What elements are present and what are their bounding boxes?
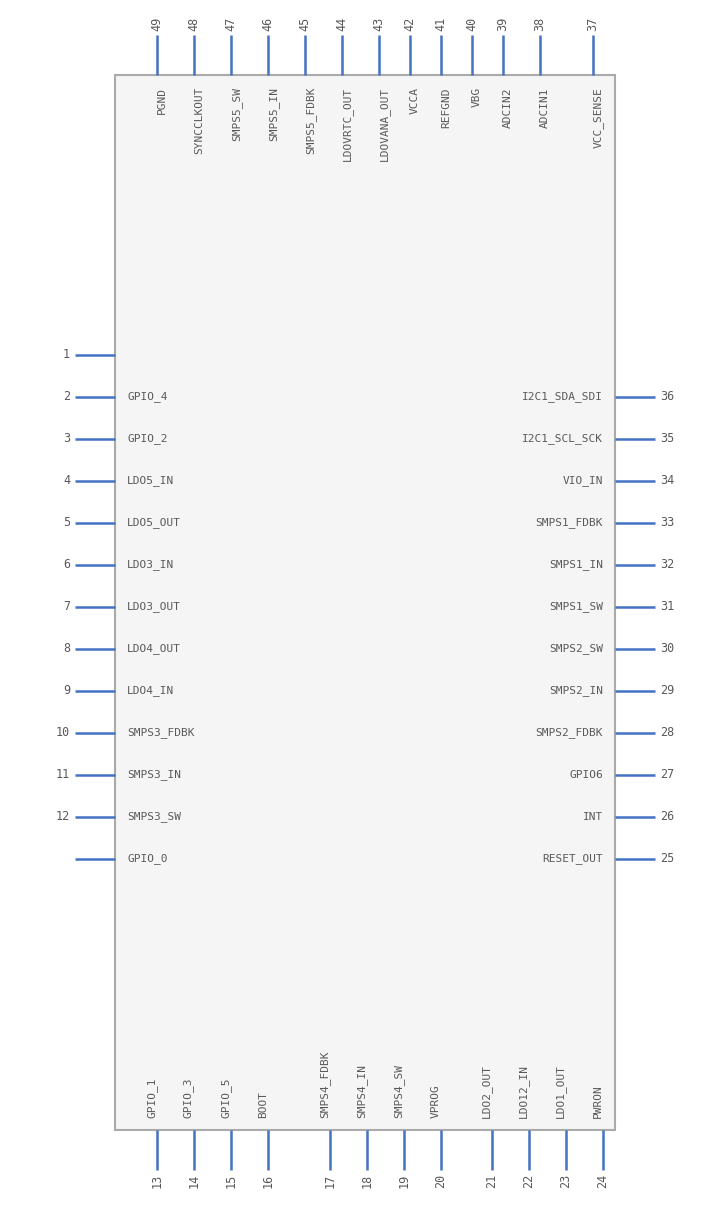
Text: 19: 19 [397, 1174, 411, 1189]
Text: I2C1_SDA_SDI: I2C1_SDA_SDI [522, 391, 603, 402]
Text: LDO4_IN: LDO4_IN [127, 686, 174, 697]
Text: SMPS1_FDBK: SMPS1_FDBK [536, 517, 603, 528]
Text: SMPS2_SW: SMPS2_SW [549, 644, 603, 655]
Text: ADCIN2: ADCIN2 [503, 87, 513, 128]
Text: 9: 9 [63, 685, 70, 697]
Text: 21: 21 [486, 1174, 499, 1189]
Text: SMPS4_SW: SMPS4_SW [393, 1064, 404, 1117]
Text: 32: 32 [660, 558, 674, 571]
Text: 40: 40 [465, 17, 478, 31]
Text: 35: 35 [660, 432, 674, 446]
Text: SMPS5_SW: SMPS5_SW [231, 87, 242, 141]
Text: SMPS5_FDBK: SMPS5_FDBK [305, 87, 316, 155]
Text: SMPS3_IN: SMPS3_IN [127, 769, 181, 780]
Text: 49: 49 [151, 17, 164, 31]
Text: LDOVANA_OUT: LDOVANA_OUT [379, 87, 390, 161]
Text: SMPS4_FDBK: SMPS4_FDBK [319, 1051, 330, 1117]
Text: 48: 48 [188, 17, 200, 31]
Text: 34: 34 [660, 475, 674, 488]
Text: LDOVRTC_OUT: LDOVRTC_OUT [342, 87, 353, 161]
Text: 25: 25 [660, 853, 674, 865]
Text: 8: 8 [63, 643, 70, 656]
Text: GPIO6: GPIO6 [569, 769, 603, 780]
Text: 29: 29 [660, 685, 674, 697]
Text: 27: 27 [660, 768, 674, 782]
Text: 15: 15 [224, 1174, 237, 1189]
Text: LDO3_OUT: LDO3_OUT [127, 602, 181, 612]
Text: 7: 7 [63, 600, 70, 614]
Text: 13: 13 [151, 1174, 164, 1189]
Text: 36: 36 [660, 390, 674, 403]
Bar [115, 75, 615, 1129]
Text: SMPS1_IN: SMPS1_IN [549, 559, 603, 570]
Text: 12: 12 [56, 811, 70, 824]
Text: RESET_OUT: RESET_OUT [542, 854, 603, 865]
Text: GPIO_1: GPIO_1 [146, 1078, 157, 1117]
Text: GPIO_2: GPIO_2 [127, 434, 167, 445]
Text: 42: 42 [403, 17, 416, 31]
Text: SMPS1_SW: SMPS1_SW [549, 602, 603, 612]
Text: 4: 4 [63, 475, 70, 488]
Text: SMPS3_SW: SMPS3_SW [127, 812, 181, 823]
Text: 26: 26 [660, 811, 674, 824]
Text: LDO5_IN: LDO5_IN [127, 476, 174, 487]
Text: LDO5_OUT: LDO5_OUT [127, 517, 181, 528]
Text: 5: 5 [63, 517, 70, 529]
Text: SMPS5_IN: SMPS5_IN [268, 87, 279, 141]
Text: 11: 11 [56, 768, 70, 782]
Text: I2C1_SCL_SCK: I2C1_SCL_SCK [522, 434, 603, 445]
Text: 14: 14 [188, 1174, 200, 1189]
Text: 44: 44 [336, 17, 349, 31]
Text: INT: INT [582, 812, 603, 821]
Text: BOOT: BOOT [258, 1091, 268, 1117]
Text: VPROG: VPROG [431, 1085, 441, 1117]
Text: SMPS2_IN: SMPS2_IN [549, 686, 603, 697]
Text: 45: 45 [298, 17, 312, 31]
Text: LDO12_IN: LDO12_IN [518, 1064, 529, 1117]
Text: ADCIN1: ADCIN1 [540, 87, 550, 128]
Text: 41: 41 [435, 17, 448, 31]
Text: SMPS2_FDBK: SMPS2_FDBK [536, 727, 603, 738]
Text: 37: 37 [587, 17, 599, 31]
Text: 6: 6 [63, 558, 70, 571]
Text: VCCA: VCCA [410, 87, 420, 114]
Text: SYNCCLKOUT: SYNCCLKOUT [194, 87, 204, 155]
Text: 33: 33 [660, 517, 674, 529]
Text: 23: 23 [560, 1174, 572, 1189]
Text: 28: 28 [660, 726, 674, 739]
Text: 22: 22 [523, 1174, 536, 1189]
Text: VCC_SENSE: VCC_SENSE [593, 87, 604, 147]
Text: 17: 17 [323, 1174, 336, 1189]
Text: 38: 38 [534, 17, 547, 31]
Text: 1: 1 [63, 348, 70, 361]
Text: PWRON: PWRON [593, 1085, 603, 1117]
Text: LDO2_OUT: LDO2_OUT [481, 1064, 492, 1117]
Text: REFGND: REFGND [441, 87, 451, 128]
Text: SMPS3_FDBK: SMPS3_FDBK [127, 727, 194, 738]
Text: GPIO_4: GPIO_4 [127, 391, 167, 402]
Text: VIO_IN: VIO_IN [563, 476, 603, 487]
Text: 20: 20 [435, 1174, 448, 1189]
Text: 10: 10 [56, 726, 70, 739]
Text: 46: 46 [261, 17, 274, 31]
Text: 2: 2 [63, 390, 70, 403]
Text: PGND: PGND [157, 87, 167, 114]
Text: 24: 24 [596, 1174, 609, 1189]
Text: 18: 18 [360, 1174, 373, 1189]
Text: LDO4_OUT: LDO4_OUT [127, 644, 181, 655]
Text: 31: 31 [660, 600, 674, 614]
Text: 30: 30 [660, 643, 674, 656]
Text: LDO3_IN: LDO3_IN [127, 559, 174, 570]
Text: 43: 43 [373, 17, 386, 31]
Text: 16: 16 [261, 1174, 274, 1189]
Text: VBG: VBG [472, 87, 482, 108]
Text: LDO1_OUT: LDO1_OUT [555, 1064, 566, 1117]
Text: GPIO_5: GPIO_5 [220, 1078, 231, 1117]
Text: 47: 47 [224, 17, 237, 31]
Text: 3: 3 [63, 432, 70, 446]
Text: 39: 39 [496, 17, 510, 31]
Text: GPIO_0: GPIO_0 [127, 854, 167, 865]
Text: SMPS4_IN: SMPS4_IN [356, 1064, 367, 1117]
Text: GPIO_3: GPIO_3 [183, 1078, 194, 1117]
